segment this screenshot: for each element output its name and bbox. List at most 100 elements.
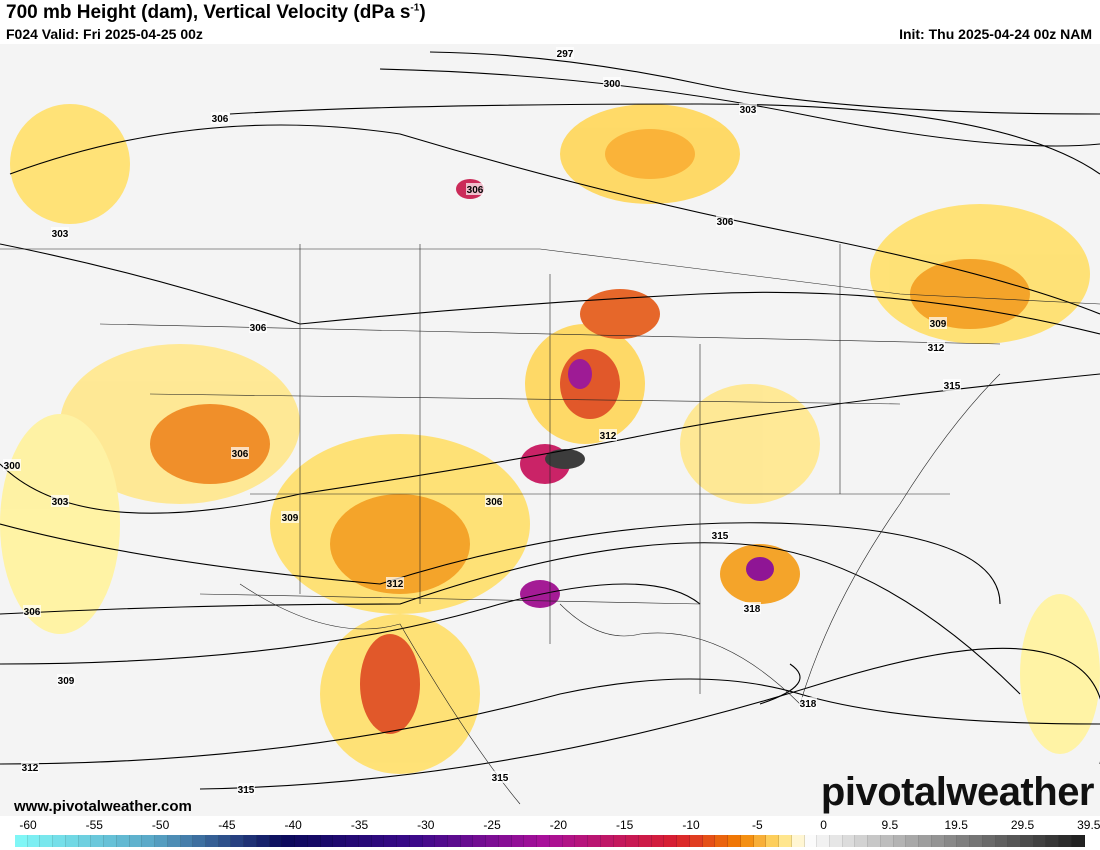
colorbar-swatch (1046, 835, 1060, 847)
colorbar-swatch (269, 835, 283, 847)
colorbar-swatch (779, 835, 792, 847)
contour-label: 315 (944, 381, 961, 392)
colorbar-tick-label: 29.5 (1010, 818, 1035, 832)
colorbar-swatch (830, 835, 843, 847)
colorbar-swatch (715, 835, 729, 847)
colorbar-swatch (231, 835, 245, 847)
colorbar-swatch (78, 835, 92, 847)
colorbar-swatch (549, 835, 563, 847)
colorbar-tick-label: -40 (284, 818, 302, 832)
colorbar-swatch (944, 835, 958, 847)
colorbar-swatch (842, 835, 856, 847)
contour-labels: 297 300 303 306 306 306 303 300 306 306 309 312 315 3… (3, 47, 961, 796)
colorbar-swatch (447, 835, 461, 847)
colorbar-tick-label: -30 (417, 818, 435, 832)
colorbar-swatch (575, 835, 589, 847)
colorbar-swatch (664, 835, 678, 847)
contour-label: 318 (800, 699, 817, 710)
colorbar-swatch (868, 835, 881, 847)
colorbar-swatch (626, 835, 639, 847)
colorbar-swatch (244, 835, 257, 847)
colorbar-swatch (358, 835, 372, 847)
colorbar-swatch (893, 835, 907, 847)
contour-label: 306 (250, 323, 267, 334)
colorbar-swatch (193, 835, 207, 847)
colorbar-tick-label: -35 (350, 818, 369, 832)
colorbar-swatch (384, 835, 398, 847)
contour-label: 312 (928, 343, 945, 354)
colorbar-tick-label: 0 (820, 818, 827, 832)
colorbar-swatch (435, 835, 448, 847)
colorbar-tick-label: -50 (151, 818, 170, 832)
colorbar-swatch (460, 835, 474, 847)
colorbar-swatch (970, 835, 983, 847)
colorbar-swatch (1071, 835, 1085, 847)
colorbar (15, 835, 1085, 847)
colorbar-swatch (371, 835, 385, 847)
colorbar-swatch (511, 835, 525, 847)
height-contours (0, 51, 1100, 790)
colorbar-swatch (155, 835, 168, 847)
colorbar-swatch (1021, 835, 1034, 847)
colorbar-swatch (537, 835, 550, 847)
colorbar-swatch (1059, 835, 1072, 847)
colorbar-swatch (766, 835, 780, 847)
colorbar-swatch (906, 835, 920, 847)
colorbar-tick-label: 19.5 (944, 818, 968, 832)
contour-label: 303 (52, 497, 69, 508)
contour-label: 306 (212, 114, 229, 125)
colorbar-swatch (129, 835, 143, 847)
colorbar-tick-label: -5 (751, 818, 763, 832)
contour-label: 309 (282, 513, 299, 524)
colorbar-swatch (677, 835, 690, 847)
colorbar-swatch (638, 835, 652, 847)
colorbar-swatch (397, 835, 410, 847)
colorbar-tick-label: 39.5 (1077, 818, 1100, 832)
colorbar-tick-label: 9.5 (881, 818, 899, 832)
colorbar-swatch (473, 835, 487, 847)
colorbar-swatch (651, 835, 665, 847)
colorbar-swatch (53, 835, 66, 847)
weather-map: 297 300 303 306 306 306 303 300 306 306 309 312 315 3… (0, 44, 1100, 816)
colorbar-swatch (346, 835, 359, 847)
colorbar-tick-label: -45 (218, 818, 236, 832)
colorbar-swatch (931, 835, 945, 847)
colorbar-swatch (498, 835, 512, 847)
colorbar-swatch (307, 835, 321, 847)
colorbar-swatch (588, 835, 601, 847)
pivotal-weather-logo: pivotalweather (820, 770, 1095, 814)
contour-label: 309 (58, 676, 75, 687)
colorbar-swatch (600, 835, 614, 847)
contour-label: 312 (387, 579, 404, 590)
contour-label: 297 (557, 49, 574, 60)
colorbar-swatch (804, 835, 818, 847)
contour-label: 303 (740, 105, 757, 116)
colorbar-swatch (40, 835, 54, 847)
colorbar-swatch (524, 835, 538, 847)
map-title: 700 mb Height (dam), Vertical Velocity (… (6, 2, 426, 23)
colorbar-swatch (333, 835, 347, 847)
colorbar-swatch (116, 835, 130, 847)
colorbar-swatch (995, 835, 1009, 847)
colorbar-swatch (855, 835, 869, 847)
contour-label: 315 (712, 531, 729, 542)
colorbar-swatch (167, 835, 181, 847)
colorbar-tick-label: -20 (549, 818, 568, 832)
colorbar-swatch (919, 835, 932, 847)
valid-time: F024 Valid: Fri 2025-04-25 00z (6, 26, 203, 42)
contour-label: 303 (52, 229, 69, 240)
vertical-velocity-fill (0, 104, 1100, 774)
colorbar-swatch (689, 835, 703, 847)
colorbar-swatch (256, 835, 270, 847)
contour-label: 312 (22, 763, 39, 774)
colorbar-swatch (880, 835, 894, 847)
colorbar-swatch (957, 835, 971, 847)
colorbar-swatch (104, 835, 117, 847)
colorbar-tick-label: -60 (19, 818, 37, 832)
colorbar-swatch (282, 835, 296, 847)
colorbar-tick-label: -55 (85, 818, 103, 832)
colorbar-swatch (1033, 835, 1047, 847)
contour-label: 300 (604, 79, 621, 90)
colorbar-swatch (817, 835, 830, 847)
colorbar-swatch (728, 835, 741, 847)
